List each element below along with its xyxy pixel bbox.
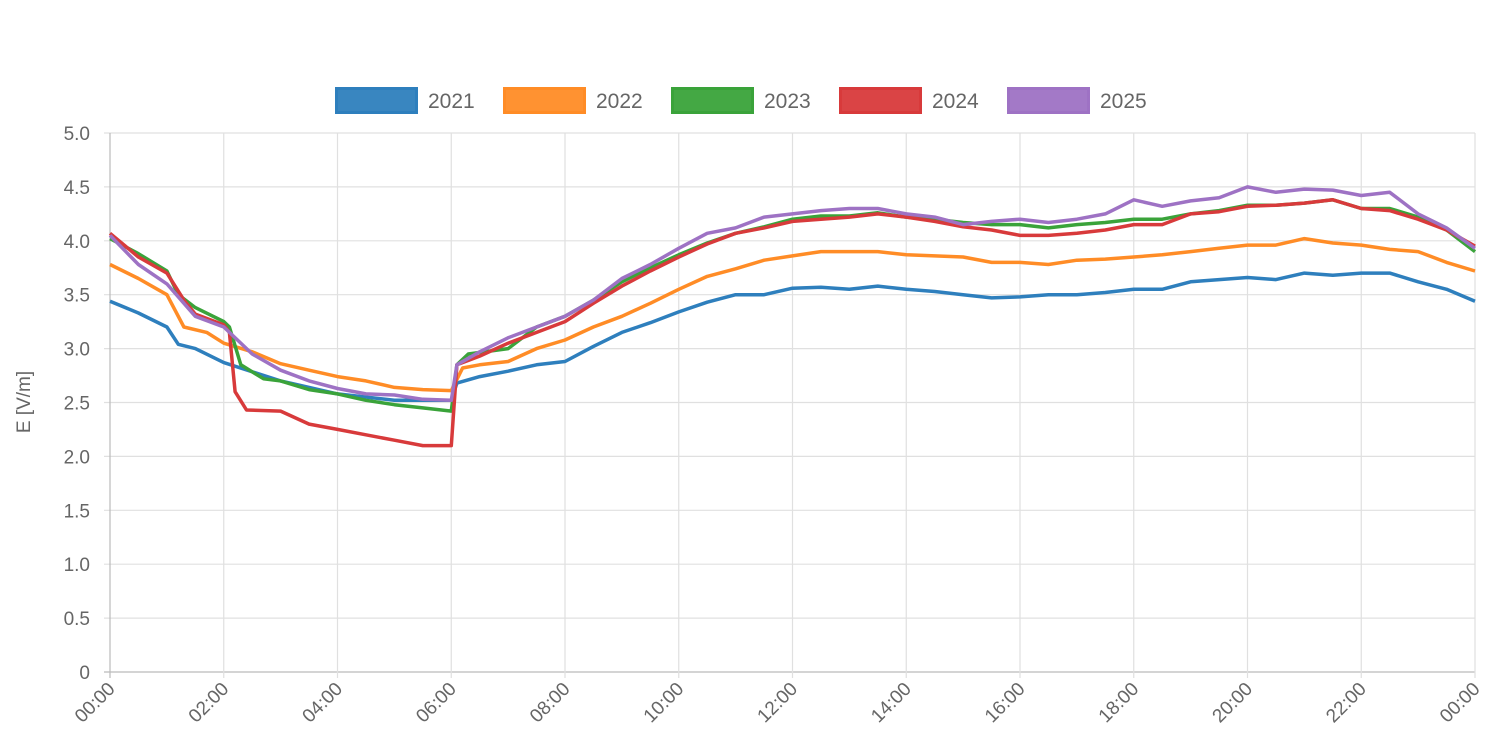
y-tick-label: 5.0 [64,124,90,145]
legend-item-2022[interactable]: 2022 [503,87,643,114]
legend-swatch [671,87,754,114]
series-line-2022 [109,236,1476,393]
legend-item-2024[interactable]: 2024 [839,87,980,114]
y-tick-label: 1.5 [64,501,90,522]
x-tick-label: 00:00 [71,679,119,727]
y-axis: 0 0.5 1.0 1.5 2.0 2.5 3.0 3.5 4.0 4.5 5.0 [64,124,90,684]
y-tick-label: 4.5 [64,178,90,199]
y-tick-label: 1.0 [64,555,90,576]
x-axis: 00:00 02:00 04:00 06:00 08:00 10:00 12:00 14:00… [71,679,1484,727]
x-tick-label: 00:00 [1436,679,1484,727]
legend-label: 2023 [764,90,811,113]
x-tick-label: 10:00 [640,679,688,727]
y-tick-label: 0.5 [64,609,90,630]
legend: 2021 2022 2023 2024 2025 [335,87,1147,114]
series-line-2021 [109,271,1476,403]
y-tick-label: 4.0 [64,232,90,253]
y-tick-label: 2.5 [64,394,90,415]
legend-swatch [503,87,586,114]
y-axis-title: E [V/m] [14,371,35,433]
x-tick-label: 12:00 [754,679,802,727]
legend-swatch [1007,87,1090,114]
y-tick-label: 2.0 [64,447,90,468]
legend-swatch [839,87,922,114]
series-line-2024 [108,198,1476,448]
x-tick-label: 02:00 [185,679,233,727]
y-tick-label: 0 [79,663,90,684]
x-tick-label: 08:00 [526,679,574,727]
x-tick-label: 22:00 [1322,679,1370,727]
legend-label: 2024 [932,90,979,113]
legend-item-2021[interactable]: 2021 [335,87,475,114]
legend-item-2025[interactable]: 2025 [1007,87,1147,114]
y-tick-label: 3.0 [64,340,90,361]
x-tick-label: 04:00 [299,679,347,727]
x-tick-label: 06:00 [412,679,460,727]
series-line-2025 [108,185,1477,403]
y-tick-label: 3.5 [64,286,90,307]
legend-item-2023[interactable]: 2023 [671,87,811,114]
grid [104,132,1476,678]
legend-swatch [335,87,418,114]
x-tick-label: 20:00 [1209,679,1257,727]
x-tick-label: 14:00 [867,679,915,727]
legend-label: 2021 [428,90,475,113]
x-tick-label: 16:00 [981,679,1029,727]
series-lines [108,185,1477,448]
legend-label: 2022 [596,90,643,113]
legend-label: 2025 [1100,90,1147,113]
x-tick-label: 18:00 [1095,679,1143,727]
